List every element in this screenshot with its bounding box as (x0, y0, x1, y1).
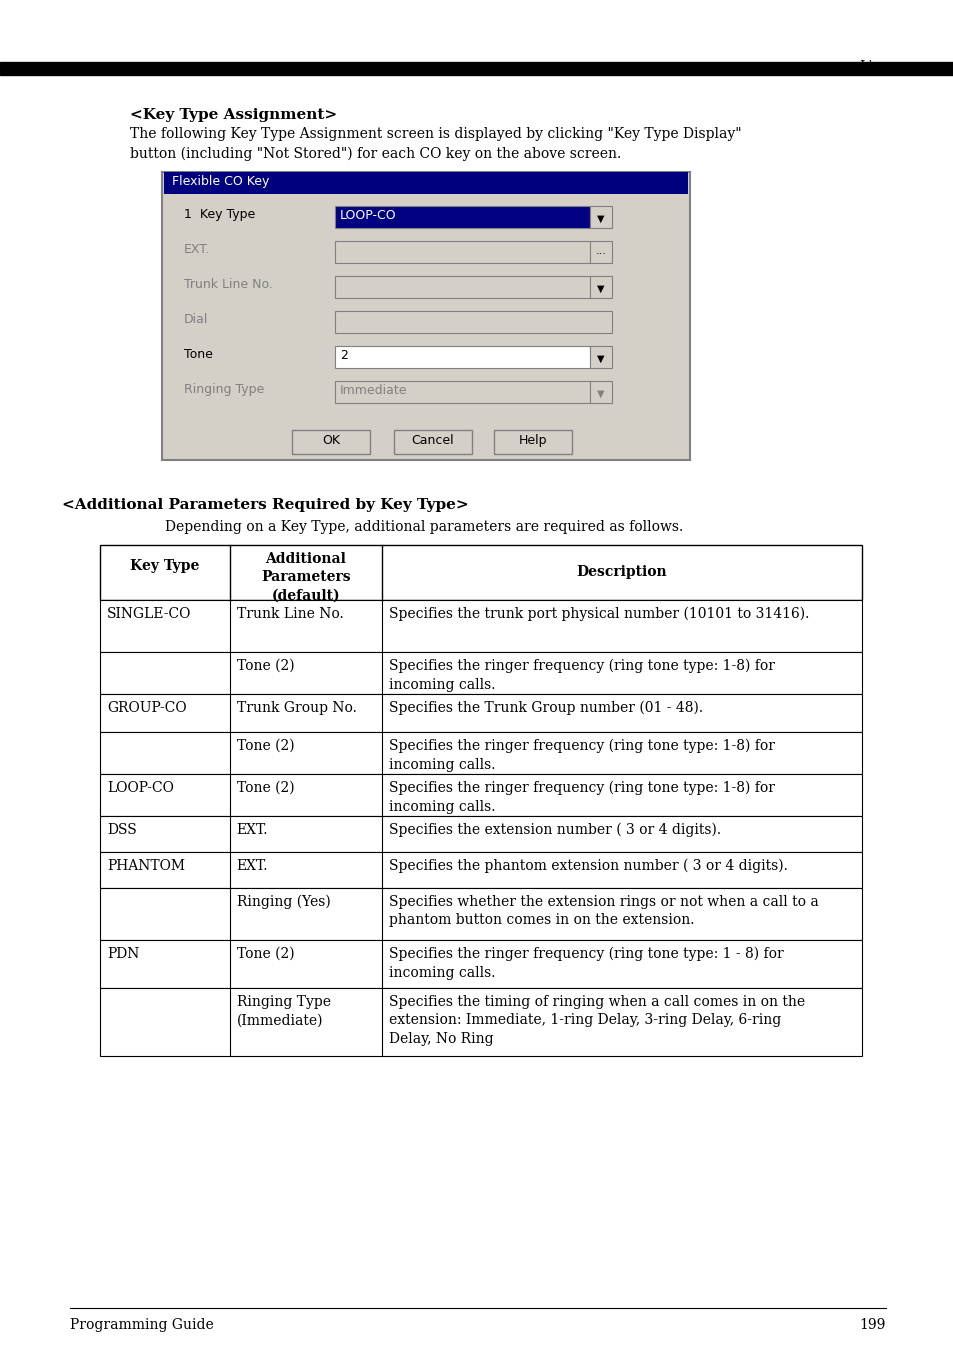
Text: Dial: Dial (184, 313, 208, 326)
Text: Ringing (Yes): Ringing (Yes) (236, 894, 330, 909)
Text: 1  Key Type: 1 Key Type (184, 208, 255, 222)
Text: Cancel: Cancel (412, 434, 454, 447)
Text: 199: 199 (859, 1319, 885, 1332)
Text: ▼: ▼ (597, 389, 604, 399)
Text: Specifies the timing of ringing when a call comes in on the
extension: Immediate: Specifies the timing of ringing when a c… (389, 994, 804, 1046)
Text: Specifies the ringer frequency (ring tone type: 1-8) for
incoming calls.: Specifies the ringer frequency (ring ton… (389, 739, 774, 771)
Text: Tone (2): Tone (2) (236, 659, 294, 673)
Text: Specifies the ringer frequency (ring tone type: 1 - 8) for
incoming calls.: Specifies the ringer frequency (ring ton… (389, 947, 782, 979)
Text: DSS: DSS (107, 823, 136, 838)
Bar (589, 346, 612, 367)
Bar (100, 816, 862, 852)
Bar (0, 62, 953, 72)
Bar (100, 544, 862, 600)
Text: EXT.: EXT. (236, 859, 268, 873)
Bar (589, 381, 612, 403)
Text: EXT.: EXT. (184, 243, 211, 255)
Text: ▼: ▼ (597, 213, 604, 224)
Text: <Key Type Assignment>: <Key Type Assignment> (130, 108, 336, 122)
Text: Specifies the ringer frequency (ring tone type: 1-8) for
incoming calls.: Specifies the ringer frequency (ring ton… (389, 781, 774, 813)
Text: Tone (2): Tone (2) (236, 947, 294, 961)
Bar (100, 988, 862, 1056)
Text: Depending on a Key Type, additional parameters are required as follows.: Depending on a Key Type, additional para… (165, 520, 682, 534)
Text: Specifies the ringer frequency (ring tone type: 1-8) for
incoming calls.: Specifies the ringer frequency (ring ton… (389, 659, 774, 692)
Text: OK: OK (322, 434, 339, 447)
Text: EXT.: EXT. (236, 823, 268, 838)
Bar (0, 73, 953, 76)
Text: PDN: PDN (107, 947, 139, 961)
Bar (335, 205, 589, 228)
Text: LOOP-CO: LOOP-CO (339, 209, 396, 222)
Text: Tone (2): Tone (2) (236, 739, 294, 753)
Text: SINGLE-CO: SINGLE-CO (107, 607, 192, 621)
Bar (335, 346, 589, 367)
Bar (394, 430, 472, 454)
Text: Trunk Line No.: Trunk Line No. (236, 607, 343, 621)
Bar (335, 311, 612, 332)
Bar (100, 600, 862, 653)
Bar (335, 381, 589, 403)
Text: Line: Line (858, 59, 889, 74)
Text: LOOP-CO: LOOP-CO (107, 781, 173, 794)
Text: Flexible CO Key: Flexible CO Key (172, 176, 269, 188)
Text: Tone (2): Tone (2) (236, 781, 294, 794)
Bar (494, 430, 572, 454)
Text: 2: 2 (339, 349, 348, 362)
Text: Additional
Parameters
(default): Additional Parameters (default) (261, 553, 350, 603)
Text: Key Type: Key Type (130, 559, 199, 573)
Bar (100, 653, 862, 694)
Text: Specifies whether the extension rings or not when a call to a
phantom button com: Specifies whether the extension rings or… (389, 894, 818, 927)
Text: GROUP-CO: GROUP-CO (107, 701, 187, 715)
Text: Immediate: Immediate (339, 384, 407, 397)
Bar (589, 205, 612, 228)
Text: The following Key Type Assignment screen is displayed by clicking "Key Type Disp: The following Key Type Assignment screen… (130, 127, 740, 161)
Bar (100, 852, 862, 888)
Text: Description: Description (576, 565, 666, 580)
Text: Tone: Tone (184, 349, 213, 361)
Bar (100, 732, 862, 774)
Text: Help: Help (518, 434, 547, 447)
Bar (162, 172, 689, 459)
Text: Ringing Type: Ringing Type (184, 382, 264, 396)
Bar (100, 888, 862, 940)
Text: Trunk Group No.: Trunk Group No. (236, 701, 356, 715)
Text: Specifies the trunk port physical number (10101 to 31416).: Specifies the trunk port physical number… (389, 607, 808, 621)
Text: <Additional Parameters Required by Key Type>: <Additional Parameters Required by Key T… (62, 499, 468, 512)
Bar (589, 276, 612, 299)
Text: Trunk Line No.: Trunk Line No. (184, 278, 273, 290)
Bar (335, 276, 589, 299)
Text: Programming Guide: Programming Guide (70, 1319, 213, 1332)
Bar (335, 240, 589, 263)
Bar (100, 694, 862, 732)
Text: PHANTOM: PHANTOM (107, 859, 185, 873)
Bar (164, 172, 687, 195)
Text: Specifies the phantom extension number ( 3 or 4 digits).: Specifies the phantom extension number (… (389, 859, 787, 873)
Text: Ringing Type
(Immediate): Ringing Type (Immediate) (236, 994, 330, 1027)
Bar (100, 774, 862, 816)
Text: Specifies the Trunk Group number (01 - 48).: Specifies the Trunk Group number (01 - 4… (389, 701, 702, 716)
Bar (100, 940, 862, 988)
Bar (292, 430, 370, 454)
Text: ...: ... (595, 246, 606, 255)
Text: Specifies the extension number ( 3 or 4 digits).: Specifies the extension number ( 3 or 4 … (389, 823, 720, 838)
Bar (589, 240, 612, 263)
Text: ▼: ▼ (597, 354, 604, 363)
Text: ▼: ▼ (597, 284, 604, 295)
